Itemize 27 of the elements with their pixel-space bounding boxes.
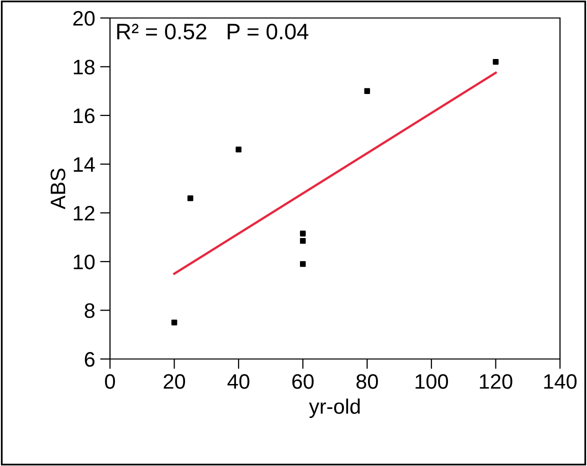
y-axis-title: ABS: [50, 168, 66, 210]
point: [300, 230, 306, 236]
y-tick-label: 20: [73, 11, 95, 26]
y-tick-label: 16: [74, 108, 95, 124]
point: [364, 88, 370, 94]
point: [171, 320, 178, 326]
x-tick-label: 80: [356, 374, 378, 389]
x-tick-label: 100: [416, 374, 448, 389]
x-tick-label: 40: [227, 374, 250, 389]
point: [236, 146, 242, 152]
y-tick-label: 6: [84, 352, 94, 367]
point: [492, 58, 499, 65]
point: [187, 195, 194, 202]
y-tick-label: 8: [84, 303, 95, 318]
x-tick-label: 60: [292, 374, 314, 389]
x-axis-title: yr-old: [309, 398, 360, 418]
x-tick-label: 0: [105, 374, 115, 389]
x-tick-label: 140: [544, 374, 577, 389]
point: [300, 261, 306, 267]
annotation: R² = 0.52 P = 0.04: [117, 24, 308, 40]
x-tick-label: 20: [164, 374, 186, 389]
y-tick-label: 12: [74, 206, 94, 220]
y-tick-label: 10: [74, 254, 95, 270]
y-tick-label: 18: [74, 60, 95, 74]
point: [300, 238, 306, 244]
y-tick-label: 14: [74, 157, 95, 172]
x-tick-label: 120: [480, 374, 512, 389]
